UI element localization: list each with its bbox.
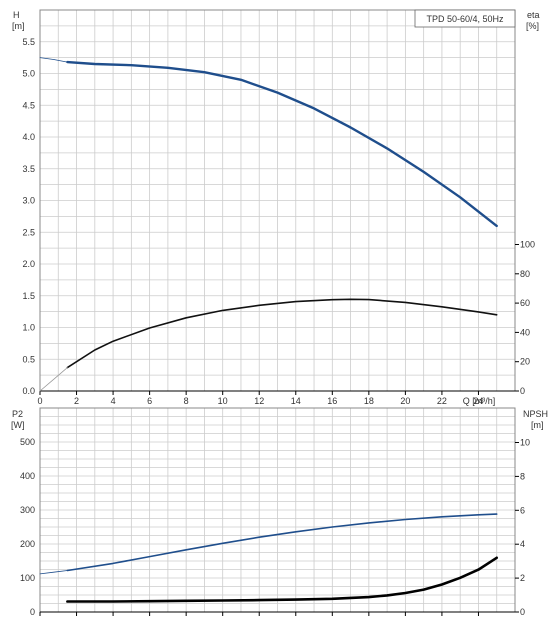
- x-tick-label: 24: [473, 396, 483, 406]
- y-left-unit-p2: [W]: [11, 420, 25, 430]
- y-left-tick-label: 4.0: [22, 132, 35, 142]
- series-line-top-2: [66, 298, 498, 369]
- y-left-tick-label: 4.5: [22, 100, 35, 110]
- y-right-unit-eta: [%]: [526, 21, 539, 31]
- x-tick-label: 18: [364, 396, 374, 406]
- x-tick-label: 6: [147, 396, 152, 406]
- y-right-tick-label: 60: [520, 298, 530, 308]
- y-left-tick-label: 0.5: [22, 354, 35, 364]
- y-right-tick-label: 100: [520, 240, 535, 250]
- x-tick-label: 2: [74, 396, 79, 406]
- y-right-label-eta: eta: [527, 10, 540, 20]
- title-box: [414, 9, 516, 28]
- y-left-tick-label: 0.0: [22, 386, 35, 396]
- x-tick-label: 0: [37, 396, 42, 406]
- y-right-tick-label: 6: [520, 505, 525, 515]
- y-left-tick-label: 500: [20, 437, 35, 447]
- y-right-tick-label: 80: [520, 269, 530, 279]
- y-right-tick-label: 10: [520, 438, 530, 448]
- y-left-tick-label: 1.0: [22, 323, 35, 333]
- y-left-label-head: H: [13, 10, 20, 20]
- x-axis-label: Q [m³/h]: [463, 396, 496, 406]
- series-line-bottom-0: [66, 513, 498, 572]
- y-right-tick-label: 8: [520, 471, 525, 481]
- y-left-tick-label: 5.0: [22, 69, 35, 79]
- y-left-tick-label: 200: [20, 539, 35, 549]
- y-left-tick-label: 400: [20, 471, 35, 481]
- y-left-tick-label: 3.5: [22, 164, 35, 174]
- y-right-label-npsh: NPSH: [523, 409, 548, 419]
- y-left-tick-label: 5.5: [22, 37, 35, 47]
- x-tick-label: 16: [327, 396, 337, 406]
- x-tick-label: 22: [437, 396, 447, 406]
- series-line-top-3: [39, 367, 68, 392]
- x-tick-label: 10: [218, 396, 228, 406]
- series-line-bottom-1: [39, 570, 68, 575]
- y-left-tick-label: 300: [20, 505, 35, 515]
- y-right-tick-label: 40: [520, 327, 530, 337]
- x-tick-label: 4: [111, 396, 116, 406]
- y-left-tick-label: 0: [30, 607, 35, 617]
- series-line-top-1: [39, 57, 68, 63]
- series-line-top-0: [66, 60, 498, 228]
- x-tick-label: 12: [254, 396, 264, 406]
- x-tick-label: 20: [400, 396, 410, 406]
- y-right-unit-npsh: [m]: [531, 420, 544, 430]
- x-tick-label: 14: [291, 396, 301, 406]
- series-line-bottom-2: [66, 556, 499, 603]
- y-left-tick-label: 3.0: [22, 196, 35, 206]
- y-left-tick-label: 2.5: [22, 227, 35, 237]
- y-left-tick-label: 2.0: [22, 259, 35, 269]
- y-left-tick-label: 100: [20, 573, 35, 583]
- y-left-label-p2: P2: [12, 409, 23, 419]
- y-left-unit-head: [m]: [12, 21, 25, 31]
- chart-title: TPD 50-60/4, 50Hz: [426, 14, 504, 24]
- y-left-tick-label: 1.5: [22, 291, 35, 301]
- y-right-tick-label: 20: [520, 357, 530, 367]
- x-tick-label: 8: [184, 396, 189, 406]
- y-right-tick-label: 2: [520, 573, 525, 583]
- y-right-tick-label: 4: [520, 539, 525, 549]
- y-right-tick-label: 0: [520, 607, 525, 617]
- y-right-tick-label: 0: [520, 386, 525, 396]
